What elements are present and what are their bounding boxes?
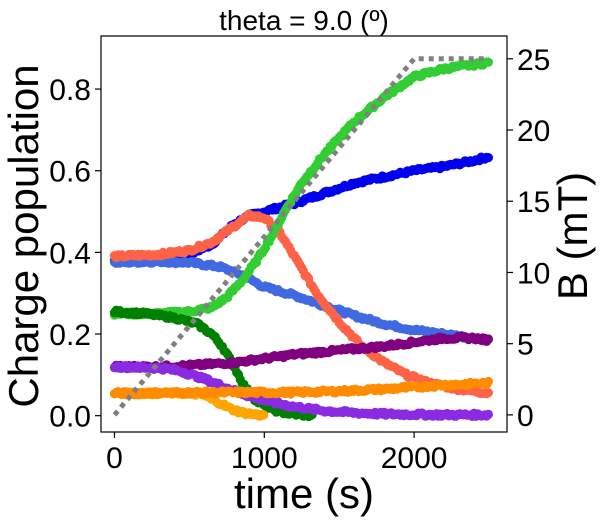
x-axis-title: time (s) (234, 470, 374, 517)
y2-tick-label: 0 (517, 400, 534, 433)
series-blueviolet (109, 361, 493, 421)
y-axis-title: Charge population (0, 64, 47, 407)
x-tick-label: 2000 (381, 442, 448, 475)
data-point-blue (483, 153, 493, 163)
field-ramp-line (112, 56, 489, 417)
field-ramp-layer (112, 56, 489, 417)
data-point-blueviolet (483, 409, 493, 419)
y-tick-label: 0.2 (49, 319, 91, 352)
y2-tick-label: 20 (517, 115, 550, 148)
y2-tick-label: 25 (517, 44, 550, 77)
x-tick-label: 0 (106, 442, 123, 475)
chart-title: theta = 9.0 (º) (219, 5, 389, 36)
y-axis-right: 0 5 10 15 20 25 (507, 44, 550, 433)
y-tick-label: 0.4 (49, 237, 91, 270)
series-layer (109, 57, 493, 422)
data-point-darkorange (483, 376, 493, 387)
y2-tick-label: 5 (517, 329, 534, 362)
y-tick-label: 0.8 (49, 74, 91, 107)
series-limegreen (109, 57, 493, 320)
series-darkorange (109, 376, 493, 400)
y-tick-label: 0.0 (49, 401, 91, 434)
y-axis-left: 0.0 0.2 0.4 0.6 0.8 (49, 74, 101, 434)
y2-tick-label: 15 (517, 186, 550, 219)
y-tick-label: 0.6 (49, 156, 91, 189)
x-axis: 0 1000 2000 (106, 432, 447, 475)
data-point-tomato (483, 388, 493, 398)
data-point-orange (259, 410, 269, 420)
y2-tick-label: 10 (517, 257, 550, 290)
x-tick-label: 1000 (231, 442, 298, 475)
data-point-limegreen (483, 57, 493, 67)
plot-frame (100, 35, 508, 433)
y2-axis-title: B (mT) (549, 172, 596, 300)
data-point-purple (483, 334, 493, 344)
